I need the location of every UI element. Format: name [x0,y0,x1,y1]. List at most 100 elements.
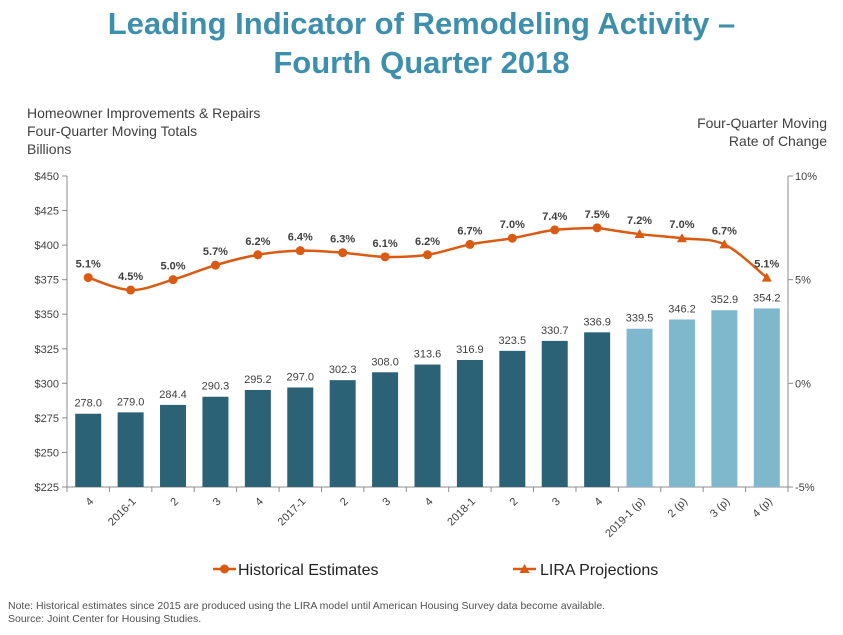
historical-marker [295,246,305,256]
y-tick-label: $250 [35,447,59,459]
left-axis-label-line-2: Four-Quarter Moving Totals [27,123,198,139]
x-tick-label: 4 [253,496,266,509]
x-tick-label: 2 [508,496,521,509]
bar [541,340,568,487]
y-tick-label: $350 [35,309,59,321]
y2-tick-label: 10% [795,171,817,183]
bar-value-label: 352.9 [711,294,739,306]
source-text: Source: Joint Center for Housing Studies… [8,613,202,625]
bar-value-label: 295.2 [244,374,272,386]
historical-marker [83,273,93,283]
rate-label: 4.5% [118,271,143,283]
rate-label: 5.1% [754,259,779,271]
historical-marker [210,260,220,270]
rate-label: 5.0% [160,261,185,273]
bar [711,310,738,487]
rate-label: 7.0% [500,219,525,231]
right-axis-label: Four-Quarter Moving Rate of Change [697,114,827,150]
bar [414,364,441,487]
bar [160,404,187,487]
y-tick-label: $300 [35,378,59,390]
y-tick-label: $325 [35,344,59,356]
left-axis-label: Homeowner Improvements & Repairs Four-Qu… [27,104,260,158]
right-axis-label-line-1: Four-Quarter Moving [697,115,827,131]
bar-value-label: 354.2 [753,292,781,304]
rate-label: 6.2% [245,236,270,248]
projection-marker [719,239,730,249]
bar [244,389,271,487]
bar-value-label: 284.4 [159,389,187,401]
y2-tick-label: 5% [795,275,811,287]
y-tick-label: $400 [35,240,59,252]
bar-value-label: 279.0 [117,396,145,408]
bar-value-label: 302.3 [329,364,357,376]
bar-value-label: 313.6 [414,349,442,361]
bar-value-label: 297.0 [286,371,314,383]
legend-historical-marker [220,564,229,574]
rate-label: 7.4% [542,211,567,223]
x-tick-label: 2 [338,496,351,509]
y2-tick-label: 0% [795,378,811,390]
legend-projection-marker [519,564,530,573]
footnote: Note: Historical estimates since 2015 ar… [8,600,605,626]
rate-label: 6.7% [457,225,482,237]
note-text: Note: Historical estimates since 2015 ar… [8,600,606,612]
x-tick-label: 2 (p) [666,496,690,520]
historical-marker [592,223,602,233]
bar-value-label: 346.2 [668,303,696,315]
rate-label: 6.4% [288,232,313,244]
bar [287,387,314,487]
historical-marker [507,233,517,243]
bar [202,396,229,487]
bar-value-label: 308.0 [371,356,399,368]
bar [456,359,483,487]
x-tick-label: 2018-1 [445,496,478,529]
bar-value-label: 330.7 [541,325,569,337]
rate-label: 7.0% [669,219,694,231]
title-line-1: Leading Indicator of Remodeling Activity… [107,6,736,41]
x-tick-label: 2017-1 [276,496,309,529]
x-tick-label: 4 (p) [750,496,774,520]
rate-label: 6.3% [330,234,355,246]
x-tick-label: 4 [423,496,436,509]
bar [668,319,695,487]
rate-label: 6.1% [373,238,398,250]
bar-value-label: 323.5 [499,335,527,347]
bar-value-label: 316.9 [456,344,484,356]
left-axis-label-line-3: Billions [27,141,72,157]
rate-label: 5.1% [76,259,101,271]
historical-marker [126,285,136,295]
bar [626,328,653,487]
chart-title: Leading Indicator of Remodeling Activity… [0,4,843,82]
historical-marker [423,250,432,260]
projection-marker [634,229,645,239]
historical-marker [168,275,178,285]
x-tick-label: 3 [550,496,563,509]
bar [584,332,611,487]
rate-label: 7.5% [585,209,610,221]
bar [117,412,144,487]
x-tick-label: 2 [168,496,181,509]
bar [372,372,399,487]
projection-marker [761,272,772,282]
legend-historical-label: Historical Estimates [238,562,378,579]
x-tick-label: 2019-1 (p) [603,496,647,540]
x-tick-label: 4 [592,496,605,509]
x-tick-label: 3 (p) [708,496,732,520]
bar-value-label: 290.3 [202,381,230,393]
historical-marker [380,252,390,262]
bar-value-label: 339.5 [626,313,654,325]
rate-label: 7.2% [627,215,652,227]
y-tick-label: $275 [35,413,59,425]
bar [329,380,356,487]
bar [75,413,102,487]
bar [753,308,780,487]
bar [499,350,526,487]
historical-marker [550,225,560,235]
left-axis-label-line-1: Homeowner Improvements & Repairs [27,105,261,121]
bar-value-label: 278.0 [74,398,102,410]
x-tick-label: 3 [211,496,224,509]
historical-marker [465,239,475,249]
bar-value-label: 336.9 [583,316,611,328]
